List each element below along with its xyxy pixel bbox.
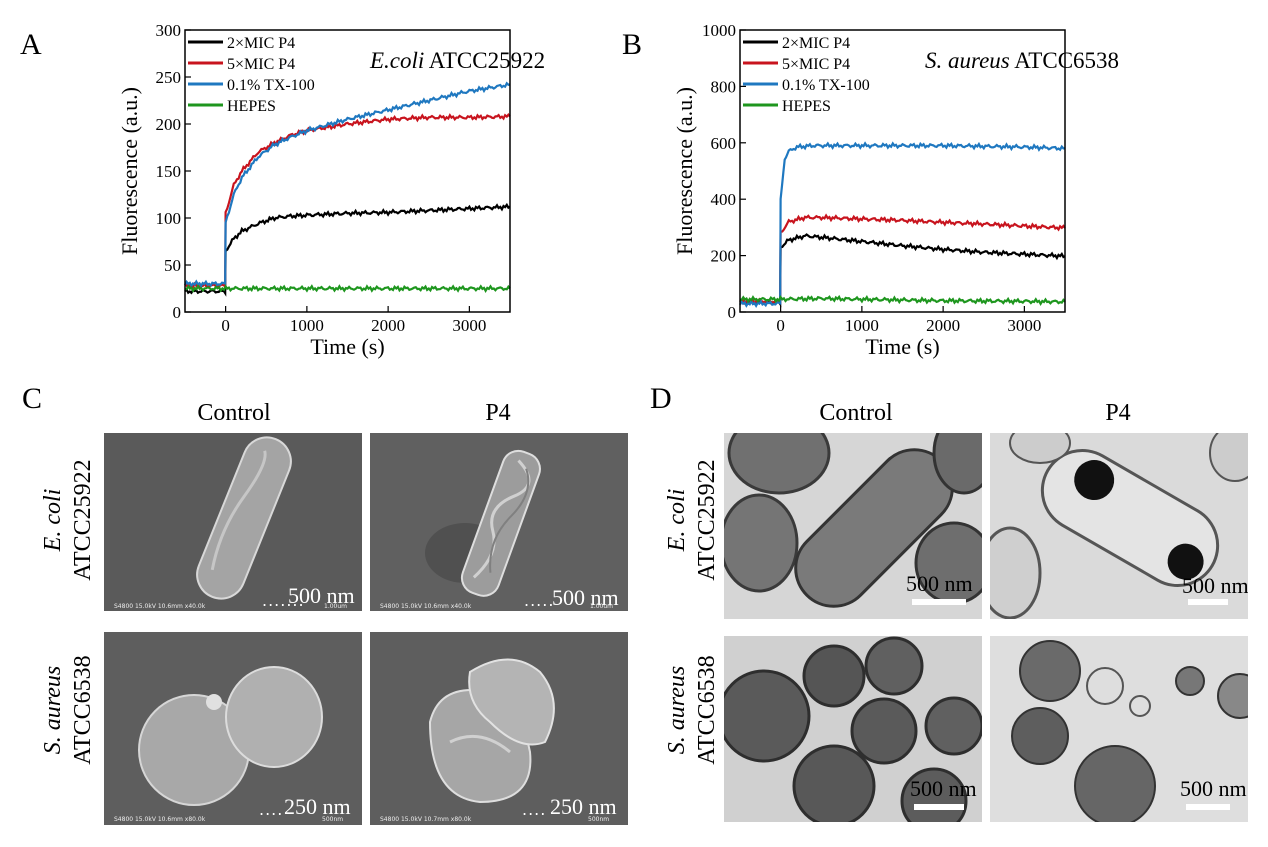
scale-label: 500 nm bbox=[552, 585, 619, 610]
strain-name: ATCC6538 bbox=[694, 655, 720, 765]
sem-info: S4800 15.0kV 10.6mm x80.0k bbox=[114, 816, 206, 823]
y-tick-label: 800 bbox=[711, 77, 737, 96]
legend-label: 5×MIC P4 bbox=[782, 56, 850, 73]
y-tick-label: 200 bbox=[156, 115, 182, 134]
series-line bbox=[739, 233, 1066, 308]
x-tick-label: 2000 bbox=[371, 316, 405, 335]
sem-info: S4800 15.0kV 10.6mm x40.0k bbox=[114, 603, 206, 610]
y-tick-label: 200 bbox=[711, 247, 737, 266]
x-tick-label: 1000 bbox=[290, 316, 324, 335]
scale-label: 250 nm bbox=[550, 794, 617, 819]
panel-c-p4-header: P4 bbox=[485, 400, 511, 426]
y-tick-label: 400 bbox=[711, 190, 737, 209]
y-axis-label: Fluorescence (a.u.) bbox=[672, 87, 697, 255]
plot-frame bbox=[739, 29, 1066, 313]
chart-a: 0 1000 2000 3000 0 50 100 150 200 250 300 Time (s) F… bbox=[117, 21, 545, 359]
scale-bar bbox=[912, 599, 966, 605]
sem-info-scale: 500nm bbox=[322, 816, 344, 823]
scale-bar: ..... bbox=[524, 591, 555, 610]
scale-label: 250 nm bbox=[284, 794, 351, 819]
series-line bbox=[184, 81, 511, 289]
series-line bbox=[184, 284, 511, 294]
tem-ecoli-control: 500 nm bbox=[724, 433, 982, 619]
sem-saureus-p4: S4800 15.0kV 10.7mm x80.0k .... 250 nm 5… bbox=[370, 632, 628, 825]
x-tick-label: 2000 bbox=[926, 316, 960, 335]
legend-label: 0.1% TX-100 bbox=[782, 77, 870, 94]
legend-label: 2×MIC P4 bbox=[227, 35, 295, 52]
scale-bar bbox=[914, 804, 964, 810]
panel-d-control-header: Control bbox=[819, 400, 893, 426]
scale-label: 500 nm bbox=[288, 583, 355, 608]
scale-label: 500 nm bbox=[1180, 776, 1247, 801]
species-name: E. coli bbox=[40, 488, 66, 552]
species-name: S. aureus bbox=[40, 665, 66, 755]
legend-label: HEPES bbox=[227, 98, 276, 115]
chart-title: E.coli ATCC25922 bbox=[369, 48, 545, 73]
x-axis-label: Time (s) bbox=[310, 334, 384, 359]
y-tick-label: 100 bbox=[156, 209, 182, 228]
species-name: E. coli bbox=[664, 488, 690, 552]
x-tick-label: 3000 bbox=[1007, 316, 1041, 335]
species-name: S. aureus bbox=[664, 665, 690, 755]
sem-ecoli-p4: S4800 15.0kV 10.6mm x40.0k ..... 500 nm … bbox=[370, 433, 628, 611]
y-axis-label: Fluorescence (a.u.) bbox=[117, 87, 142, 255]
scale-label: 500 nm bbox=[1182, 573, 1248, 598]
y-tick-label: 150 bbox=[156, 162, 182, 181]
panel-c-control-header: Control bbox=[197, 400, 271, 426]
x-tick-label: 1000 bbox=[845, 316, 879, 335]
strain-name: ATCC6538 bbox=[70, 655, 96, 765]
y-tick-label: 0 bbox=[728, 303, 737, 322]
x-axis-label: Time (s) bbox=[865, 334, 939, 359]
panel-label-d: D bbox=[650, 382, 672, 415]
scale-bar: ....... bbox=[262, 591, 305, 610]
panel-label-a: A bbox=[20, 28, 42, 61]
panel-d-row-ecoli: E. coli ATCC25922 bbox=[662, 430, 722, 610]
scale-bar bbox=[1186, 804, 1230, 810]
tem-ecoli-p4: 500 nm bbox=[990, 433, 1248, 619]
x-tick-label: 0 bbox=[221, 316, 230, 335]
sem-ecoli-control: S4800 15.0kV 10.6mm x40.0k ....... 500 n… bbox=[104, 433, 362, 611]
panel-label-b: B bbox=[622, 28, 643, 61]
series-line bbox=[739, 294, 1066, 306]
x-tick-label: 0 bbox=[776, 316, 785, 335]
sem-info: S4800 15.0kV 10.6mm x40.0k bbox=[380, 603, 472, 610]
panel-d-p4-header: P4 bbox=[1105, 400, 1131, 426]
tem-saureus-p4: 500 nm bbox=[990, 636, 1248, 822]
sem-info-scale: 1.00um bbox=[590, 603, 614, 610]
y-tick-label: 300 bbox=[156, 21, 182, 40]
series-line bbox=[739, 141, 1065, 309]
series-line bbox=[739, 213, 1066, 306]
strain-name: ATCC25922 bbox=[694, 459, 720, 581]
sem-info: S4800 15.0kV 10.7mm x80.0k bbox=[380, 816, 472, 823]
panel-label-c: C bbox=[22, 382, 43, 415]
series-line bbox=[184, 113, 511, 290]
sem-saureus-control: S4800 15.0kV 10.6mm x80.0k .... 250 nm 5… bbox=[104, 632, 362, 825]
legend-label: HEPES bbox=[782, 98, 831, 115]
sem-info-scale: 500nm bbox=[588, 816, 610, 823]
sem-info-scale: 1.00um bbox=[324, 603, 348, 610]
scale-label: 500 nm bbox=[906, 571, 973, 596]
scale-bar bbox=[1188, 599, 1228, 605]
y-tick-label: 1000 bbox=[702, 21, 736, 40]
panel-d-row-saureus: S. aureus ATCC6538 bbox=[662, 620, 722, 800]
series-line bbox=[184, 202, 511, 297]
legend-label: 5×MIC P4 bbox=[227, 56, 295, 73]
scale-label: 500 nm bbox=[910, 776, 977, 801]
y-tick-label: 50 bbox=[164, 256, 181, 275]
legend-label: 2×MIC P4 bbox=[782, 35, 850, 52]
legend-label: 0.1% TX-100 bbox=[227, 77, 315, 94]
tem-saureus-control: 500 nm bbox=[724, 636, 982, 822]
y-tick-label: 250 bbox=[156, 68, 182, 87]
panel-c-row-saureus: S. aureus ATCC6538 bbox=[38, 620, 98, 800]
scale-bar: .... bbox=[259, 800, 284, 819]
x-tick-label: 3000 bbox=[452, 316, 486, 335]
y-tick-label: 0 bbox=[173, 303, 182, 322]
y-tick-label: 600 bbox=[711, 134, 737, 153]
chart-title: S. aureus ATCC6538 bbox=[925, 48, 1119, 73]
panel-c-row-ecoli: E. coli ATCC25922 bbox=[38, 430, 98, 610]
strain-name: ATCC25922 bbox=[70, 459, 96, 581]
scale-bar: .... bbox=[522, 800, 547, 819]
